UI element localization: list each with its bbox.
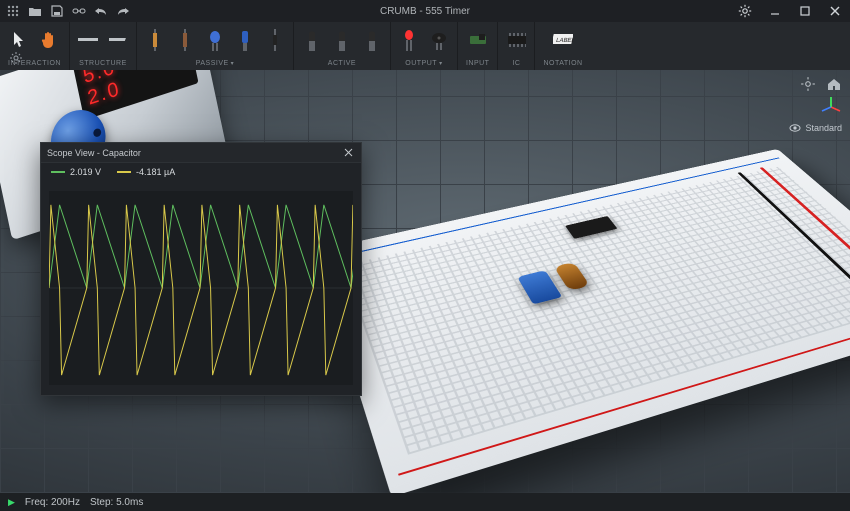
buzzer-icon[interactable] — [429, 28, 449, 52]
save-icon[interactable] — [50, 4, 64, 18]
scope-titlebar[interactable]: Scope View - Capacitor — [41, 143, 361, 163]
legend-current: -4.181 µA — [117, 167, 175, 177]
interaction-settings-icon[interactable] — [4, 50, 28, 66]
viewport-controls: Standard — [789, 76, 842, 134]
toolbar-group-label: IC — [512, 60, 520, 67]
switch-icon[interactable] — [468, 28, 488, 52]
settings-icon[interactable] — [730, 0, 760, 22]
svg-text:LABEL: LABEL — [555, 37, 573, 44]
toolbar-group-passive: PASSIVE▾ — [137, 22, 294, 70]
hand-tool-icon[interactable] — [39, 28, 59, 52]
open-icon[interactable] — [28, 4, 42, 18]
window-controls — [730, 0, 850, 22]
scope-plot — [49, 191, 353, 385]
title-bar: CRUMB - 555 Timer — [0, 0, 850, 22]
link-icon[interactable] — [72, 4, 86, 18]
toolbar-label-text: OUTPUT — [405, 60, 437, 67]
toolbar-group-input: INPUT — [458, 22, 499, 70]
toolbar-label-text: PASSIVE — [196, 60, 229, 67]
scope-title-text: Scope View - Capacitor — [47, 148, 141, 158]
view-mode-label: Standard — [805, 123, 842, 133]
toolbar-group-output: OUTPUT▾ — [391, 22, 458, 70]
long-bar-icon[interactable] — [78, 28, 98, 52]
toolbar-group-ic: IC — [498, 22, 535, 70]
capacitor-poly-icon[interactable] — [205, 28, 225, 52]
short-bar-icon[interactable] — [108, 28, 128, 52]
axis-gizmo-icon[interactable] — [820, 96, 842, 118]
maximize-button[interactable] — [790, 0, 820, 22]
minimize-button[interactable] — [760, 0, 790, 22]
legend-voltage-label: 2.019 V — [70, 167, 101, 177]
chevron-down-icon: ▾ — [231, 61, 235, 67]
toolbar-group-label: NOTATION — [543, 60, 582, 67]
view-mode-toggle[interactable]: Standard — [789, 122, 842, 134]
scope-window[interactable]: Scope View - Capacitor 2.019 V -4.181 µA — [40, 142, 362, 396]
legend-voltage: 2.019 V — [51, 167, 101, 177]
play-icon[interactable]: ▶ — [8, 497, 15, 508]
transistor-b-icon[interactable] — [332, 28, 352, 52]
dip-chip-icon[interactable] — [506, 28, 526, 52]
inductor-icon[interactable] — [175, 28, 195, 52]
toolbar-group-label: INPUT — [466, 60, 490, 67]
transistor-c-icon[interactable] — [362, 28, 382, 52]
toolbar-group-active: ACTIVE — [294, 22, 391, 70]
breadboard[interactable] — [315, 149, 850, 493]
legend-swatch-current — [117, 171, 131, 173]
toolbar-group-label: ACTIVE — [328, 60, 356, 67]
capacitor-elec-icon[interactable] — [235, 28, 255, 52]
cursor-tool-icon[interactable] — [9, 28, 29, 52]
status-bar: ▶ Freq: 200Hz Step: 5.0ms — [0, 493, 850, 511]
status-freq: Freq: 200Hz — [25, 497, 80, 508]
status-step: Step: 5.0ms — [90, 497, 143, 508]
redo-icon[interactable] — [116, 4, 130, 18]
diode-icon[interactable] — [265, 28, 285, 52]
toolbar-group-notation: LABEL NOTATION — [535, 22, 590, 70]
toolbar-group-label: STRUCTURE — [79, 60, 127, 67]
menu-icon[interactable] — [6, 4, 20, 18]
close-button[interactable] — [820, 0, 850, 22]
scope-close-icon[interactable] — [341, 146, 355, 160]
label-icon[interactable]: LABEL — [553, 28, 573, 52]
toolbar-group-label[interactable]: OUTPUT▾ — [405, 60, 442, 67]
titlebar-left — [0, 4, 130, 18]
component-toolbar: INTERACTION STRUCTURE PASSIVE▾ ACTIVE — [0, 22, 850, 70]
legend-swatch-voltage — [51, 171, 65, 173]
home-icon[interactable] — [826, 76, 842, 92]
viewport-settings-icon[interactable] — [800, 76, 816, 92]
scope-legend: 2.019 V -4.181 µA — [41, 163, 361, 181]
undo-icon[interactable] — [94, 4, 108, 18]
toolbar-group-label[interactable]: PASSIVE▾ — [196, 60, 234, 67]
resistor-icon[interactable] — [145, 28, 165, 52]
transistor-a-icon[interactable] — [302, 28, 322, 52]
legend-current-label: -4.181 µA — [136, 167, 175, 177]
toolbar-group-structure: STRUCTURE — [70, 22, 137, 70]
led-icon[interactable] — [399, 28, 419, 52]
chevron-down-icon: ▾ — [439, 61, 443, 67]
